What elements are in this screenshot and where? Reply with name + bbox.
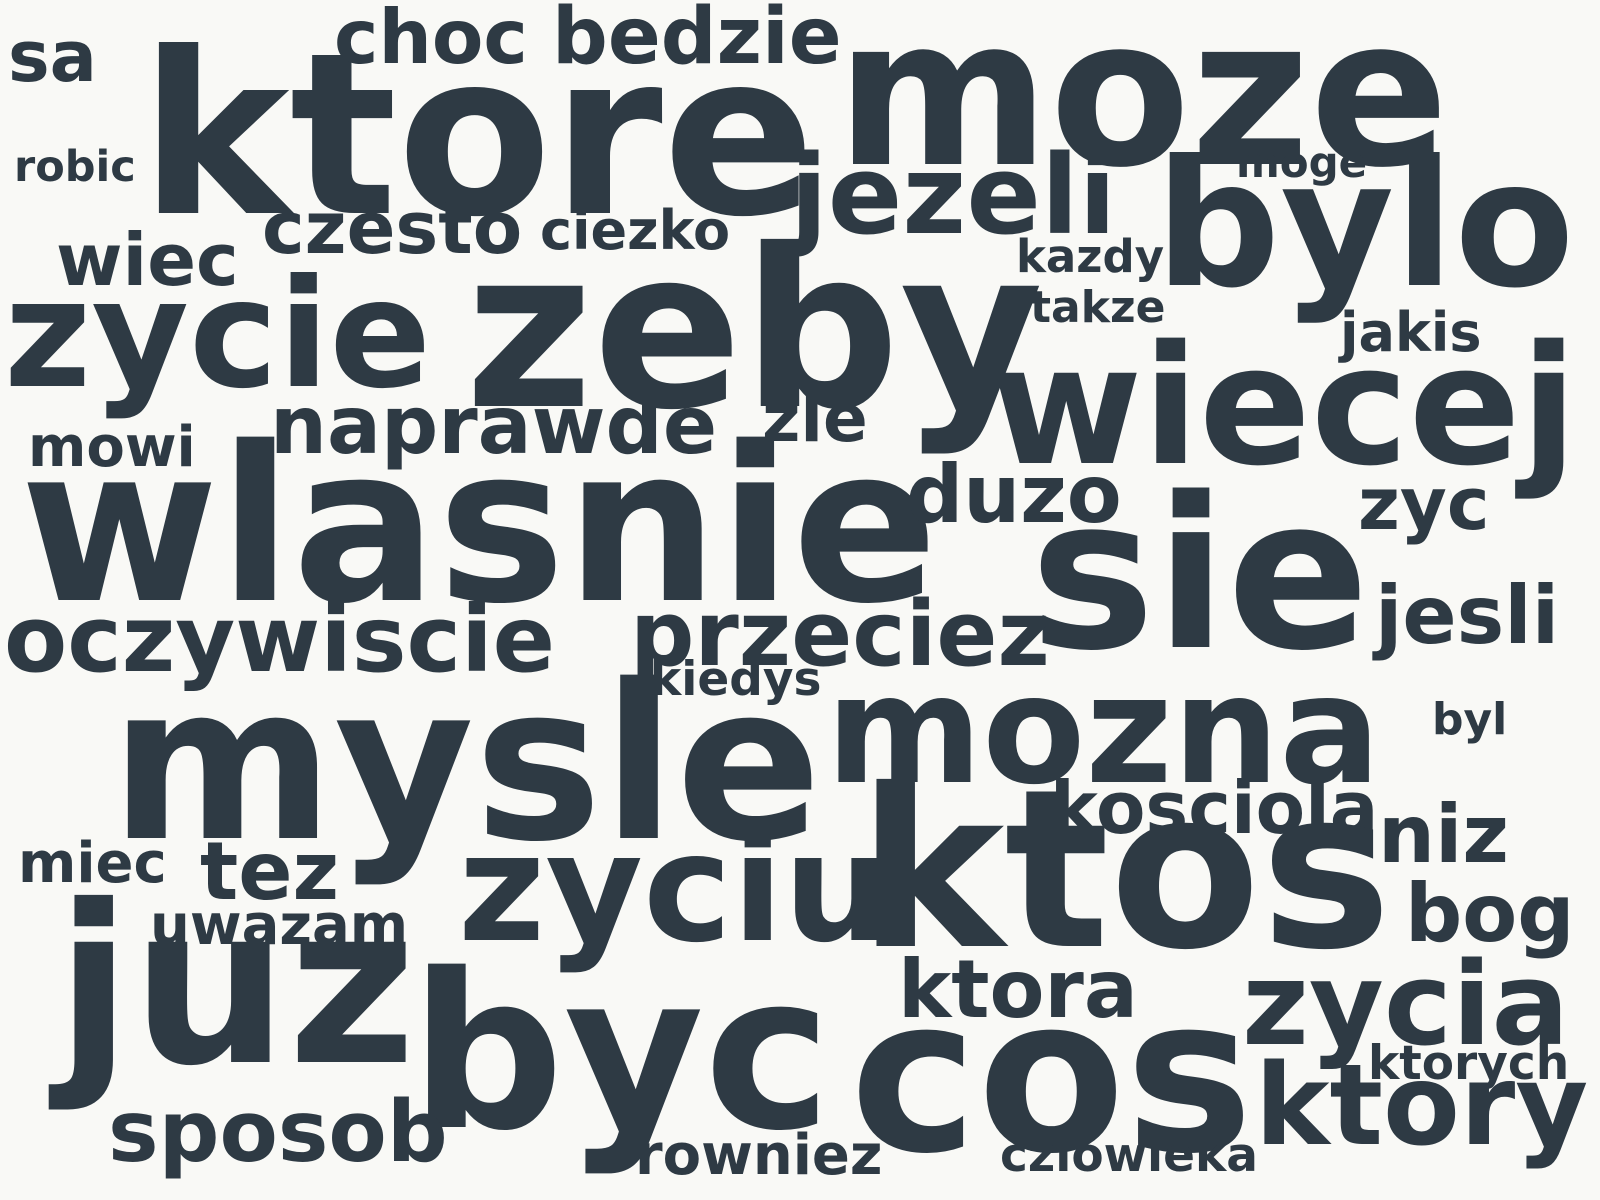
- word-tez: tez: [200, 825, 340, 918]
- word-oczywiscie: oczywiscie: [4, 586, 556, 693]
- word-ciezko: ciezko: [540, 199, 731, 262]
- word-miec: miec: [18, 831, 167, 896]
- word-wiecej: wiecej: [990, 310, 1578, 502]
- word-naprawde: naprawde: [270, 379, 718, 472]
- word-duzo: duzo: [906, 448, 1122, 541]
- word-jezeli: jezeli: [790, 131, 1117, 259]
- word-bog: bog: [1405, 867, 1575, 960]
- word-ktora: ktora: [898, 943, 1138, 1036]
- word-mozna: mozna: [826, 644, 1381, 818]
- word-niz: niz: [1378, 788, 1509, 881]
- word-wiec: wiec: [56, 218, 239, 302]
- word-jakis: jakis: [1340, 301, 1482, 364]
- word-czlowieka: czlowieka: [1000, 1128, 1258, 1183]
- word-czesto: czesto: [262, 186, 523, 270]
- word-mowi: mowi: [28, 415, 196, 480]
- word-zyc: zyc: [1358, 462, 1490, 546]
- word-wlasnie: wlasnie: [20, 400, 938, 651]
- word-bylo: bylo: [1155, 124, 1575, 327]
- word-bedzie: bedzie: [552, 0, 842, 82]
- word-cos: cos: [850, 950, 1254, 1200]
- word-zle: zle: [762, 380, 868, 457]
- word-zycie: zycie: [4, 248, 432, 422]
- word-robic: robic: [14, 142, 136, 192]
- word-moge: moge: [1236, 138, 1368, 187]
- word-zycia: zycia: [1242, 938, 1570, 1072]
- word-sie: sie: [1030, 452, 1370, 697]
- word-ktory: ktory: [1255, 1041, 1589, 1171]
- word-moze: moze: [836, 0, 1449, 213]
- word-ktorych: ktorych: [1368, 1036, 1570, 1091]
- word-takze: takze: [1030, 282, 1166, 333]
- word-zyciu: zyciu: [458, 802, 891, 976]
- word-uwazam: uwazam: [150, 893, 409, 958]
- word-rowniez: rowniez: [635, 1123, 883, 1188]
- word-zeby: zeby: [465, 202, 1044, 458]
- word-kosciola: kosciola: [1050, 766, 1379, 850]
- word-kazdy: kazdy: [1016, 230, 1165, 283]
- word-sa: sa: [8, 16, 97, 98]
- word-juz: juz: [56, 858, 417, 1114]
- word-byl: byl: [1432, 694, 1508, 745]
- word-mysle: mysle: [110, 638, 822, 889]
- word-choc: choc: [334, 0, 528, 81]
- word-ktos: ktos: [858, 742, 1392, 998]
- word-byc: byc: [410, 927, 832, 1178]
- word-ktore: ktore: [140, 5, 816, 267]
- word-jesli: jesli: [1375, 569, 1560, 662]
- word-sposob: sposob: [108, 1083, 448, 1182]
- word-kiedys: kiedys: [650, 652, 822, 707]
- word-przeciez: przeciez: [630, 582, 1050, 687]
